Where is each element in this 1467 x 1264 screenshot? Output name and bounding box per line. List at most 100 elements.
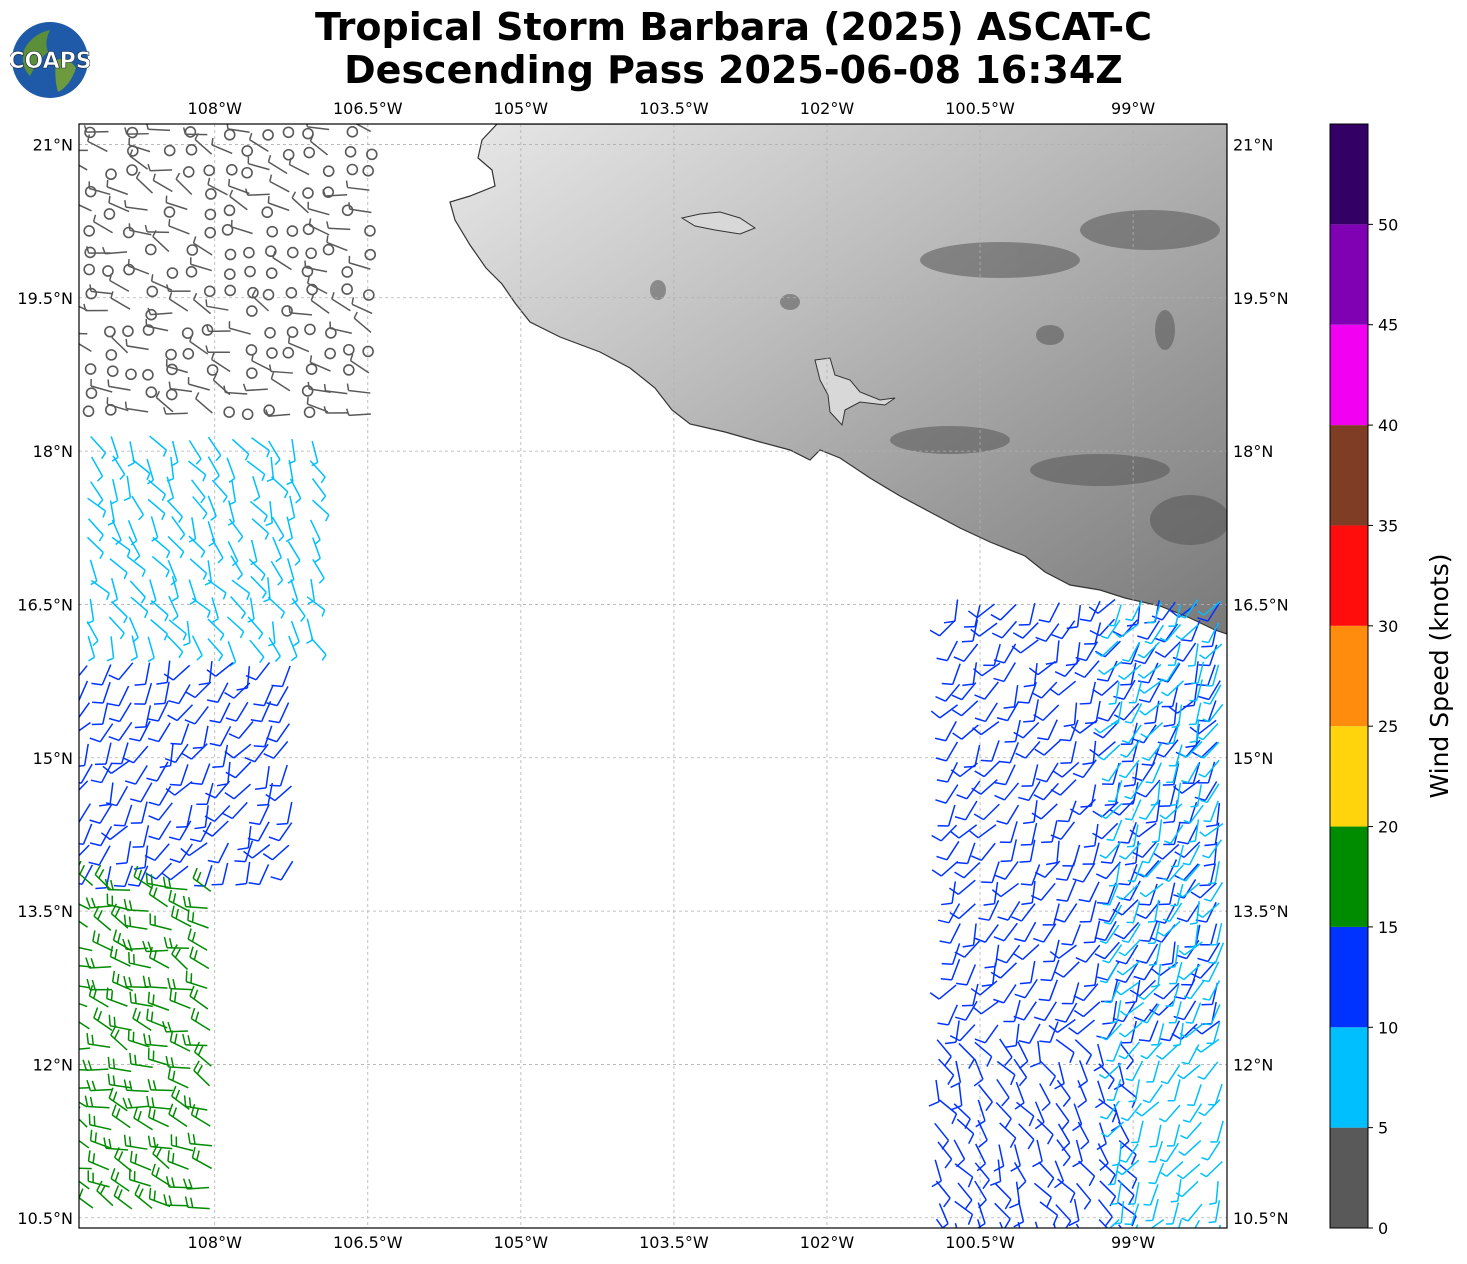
wind-barb-shaft: [1194, 924, 1199, 947]
wind-barb-flag: [106, 657, 114, 662]
wind-barb-flag: [123, 1134, 127, 1146]
wind-barb-shaft: [1060, 821, 1076, 840]
wind-barb-flag: [1089, 629, 1100, 637]
wind-barb-flag: [130, 656, 138, 662]
wind-barb-shaft: [118, 721, 133, 741]
wind-barb-flag: [307, 381, 310, 389]
wind-barb-shaft: [1053, 939, 1060, 962]
wind-barb-shaft: [79, 721, 91, 732]
calm-barb: [324, 347, 336, 360]
wind-barb-flag: [1201, 979, 1210, 983]
wind-barb-flag: [1097, 716, 1109, 722]
wind-barb-flag: [79, 842, 84, 846]
wind-barb-shaft: [1111, 842, 1121, 864]
wind-barb-flag: [188, 897, 192, 908]
wind-barb-shaft: [106, 997, 128, 1007]
wind-barb-flag: [63, 678, 73, 683]
wind-barb-flag: [287, 336, 291, 344]
colorbar-tick-label: 25: [1378, 717, 1398, 736]
wind-barb-shaft: [130, 1161, 152, 1171]
wind-barb-flag: [1176, 1174, 1184, 1180]
colorbar-tick-label: 10: [1378, 1018, 1398, 1037]
wind-barb-shaft: [1157, 1023, 1165, 1045]
wind-barb-flag: [1138, 688, 1145, 694]
wind-barb-flag: [112, 1058, 116, 1069]
wind-barb-shaft: [109, 1067, 132, 1073]
wind-barb-shaft: [1109, 904, 1123, 925]
wind-barb-shaft: [1177, 1219, 1183, 1228]
wind-barb-shaft: [1196, 901, 1200, 924]
wind-barb-shaft: [940, 860, 959, 877]
wind-barb-shaft: [126, 407, 149, 413]
wind-barb-shaft: [1142, 761, 1156, 782]
wind-barb-flag: [1013, 731, 1024, 739]
wind-barb-shaft: [977, 824, 997, 839]
wind-barb-shaft: [1204, 822, 1224, 837]
wind-barb-flag: [295, 497, 302, 504]
wind-barb-shaft: [286, 558, 295, 580]
wind-barb-shaft: [1066, 859, 1077, 881]
wind-barb-flag: [219, 634, 225, 641]
wind-barb-flag: [1015, 752, 1026, 759]
wind-barb-shaft: [1107, 660, 1118, 682]
wind-barb-flag: [83, 125, 88, 133]
wind-barb-shaft: [1102, 721, 1119, 739]
wind-barb-shaft: [937, 1141, 953, 1160]
wind-barb-flag: [1094, 727, 1101, 734]
wind-barb-shaft: [946, 761, 959, 783]
wind-barb-flag: [210, 352, 215, 360]
wind-barb-flag: [187, 1132, 191, 1144]
wind-barb-shaft: [289, 163, 310, 176]
wind-barb-flag: [123, 496, 131, 502]
wind-barb-shaft: [87, 140, 108, 153]
wind-barb-flag: [124, 401, 128, 409]
calm-barb: [364, 225, 376, 237]
wind-barb-shaft: [1113, 1079, 1122, 1101]
wind-barb-shaft: [105, 251, 128, 255]
wind-barb-flag: [1145, 820, 1157, 824]
wind-barb-flag: [134, 1184, 141, 1195]
calm-barb: [224, 268, 236, 280]
wind-barb-shaft: [1133, 860, 1144, 882]
wind-barb-flag: [1004, 1218, 1011, 1228]
calm-barb: [266, 347, 278, 359]
wind-barb-shaft: [1078, 1160, 1096, 1177]
wind-barb-flag: [1049, 1075, 1057, 1087]
wind-barb-shaft: [191, 635, 203, 656]
wind-barb-shaft: [1148, 682, 1161, 703]
wind-barb-shaft: [1152, 1060, 1160, 1083]
wind-barb-shaft: [934, 1122, 950, 1141]
wind-barb-shaft: [188, 535, 206, 552]
wind-barb-shaft: [1182, 882, 1201, 898]
wind-barb-flag: [124, 200, 127, 208]
wind-barb-shaft: [1166, 859, 1178, 880]
wind-barb-flag: [1139, 710, 1146, 716]
wind-barb-flag: [1023, 684, 1035, 688]
wind-barb-flag: [967, 610, 978, 619]
wind-barb-flag: [1180, 753, 1187, 758]
wind-barb-flag: [189, 985, 195, 997]
wind-barb-flag: [1107, 1079, 1115, 1090]
wind-barb-shaft: [1114, 780, 1123, 802]
wind-barb-flag: [194, 826, 206, 830]
wind-barb-flag: [147, 976, 152, 988]
wind-barb-flag: [92, 701, 104, 704]
wind-barb-flag: [92, 930, 96, 942]
wind-barb-flag: [1012, 952, 1024, 961]
wind-barb-flag: [321, 654, 327, 661]
wind-barb-flag: [1182, 862, 1190, 866]
wind-barb-flag: [994, 781, 1006, 786]
wind-barb-shaft: [169, 1186, 192, 1189]
wind-barb-shaft: [1123, 921, 1140, 940]
wind-barb-flag: [192, 746, 204, 749]
wind-barb-shaft: [1203, 600, 1222, 616]
wind-barb-flag: [1110, 1202, 1118, 1206]
wind-barb-shaft: [166, 365, 188, 374]
wind-barb-flag: [1096, 1142, 1107, 1151]
wind-barb-shaft: [191, 597, 211, 612]
wind-barb-shaft: [994, 944, 1000, 967]
wind-barb-shaft: [1214, 1083, 1223, 1106]
wind-barb-shaft: [310, 578, 316, 601]
wind-barb-shaft: [1212, 1022, 1221, 1044]
wind-barb-flag: [1032, 1160, 1043, 1168]
